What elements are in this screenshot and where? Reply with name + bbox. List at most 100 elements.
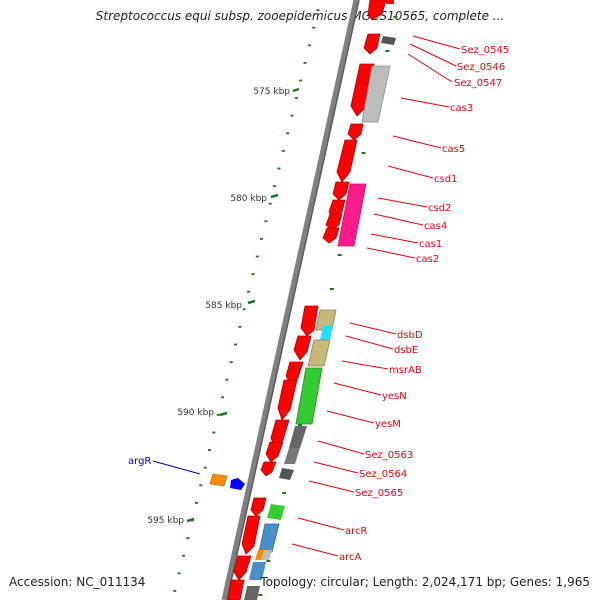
scale-dot bbox=[195, 502, 198, 504]
label-argR[interactable]: argR bbox=[128, 456, 151, 467]
gene-arrow-arcR[interactable] bbox=[250, 497, 267, 517]
gene-block-sez0565[interactable] bbox=[279, 468, 294, 480]
label-sez0564[interactable]: Sez_0564 bbox=[359, 469, 407, 480]
scale-dot bbox=[208, 449, 211, 451]
label-csd2[interactable]: csd2 bbox=[428, 203, 451, 214]
scale-dot bbox=[251, 273, 255, 275]
scale-dot bbox=[242, 308, 246, 311]
argR-leader-line bbox=[152, 460, 201, 475]
label-cas4[interactable]: cas4 bbox=[424, 221, 447, 232]
label-sez0547[interactable]: Sez_0547 bbox=[454, 78, 502, 89]
scale-label-580: 580 kbp bbox=[230, 193, 279, 204]
gene-blocks-outer bbox=[244, 0, 396, 600]
track-tick bbox=[266, 560, 271, 562]
label-sez0565[interactable]: Sez_0565 bbox=[355, 488, 403, 499]
label-dsbD[interactable]: dsbD bbox=[397, 330, 423, 341]
label-arcR[interactable]: arcR bbox=[345, 526, 368, 537]
gene-block-sez0545[interactable] bbox=[386, 0, 394, 4]
scale-text-590: 590 kbp bbox=[177, 408, 214, 418]
track-tick bbox=[298, 424, 303, 426]
scale-text-585: 585 kbp bbox=[205, 301, 242, 311]
gene-block-cas3[interactable] bbox=[361, 65, 391, 123]
track-tick bbox=[337, 254, 342, 256]
gene-arrow-arcA2[interactable] bbox=[233, 555, 252, 581]
gene-block-csd2[interactable] bbox=[337, 183, 367, 247]
genome-backbone bbox=[221, 0, 359, 600]
label-msrAB[interactable]: msrAB bbox=[389, 365, 422, 376]
argR-feature[interactable] bbox=[209, 473, 245, 490]
scale-dot bbox=[303, 62, 307, 64]
scale-dot bbox=[281, 150, 285, 152]
label-yesN[interactable]: yesN bbox=[382, 391, 407, 402]
gene-block-msrAB[interactable] bbox=[307, 339, 331, 367]
gene-block-bottom-blue[interactable] bbox=[249, 562, 266, 580]
label-csd1[interactable]: csd1 bbox=[434, 174, 457, 185]
gene-arrow-sez0563[interactable] bbox=[265, 441, 284, 463]
track-tick bbox=[361, 152, 366, 154]
gene-arrow-cas4[interactable] bbox=[325, 213, 343, 231]
gene-block-arcR[interactable] bbox=[267, 504, 285, 520]
gene-label-group: Sez_0545 Sez_0546 Sez_0547 cas3 cas5 csd… bbox=[339, 45, 509, 563]
gene-arrow-yesN[interactable] bbox=[277, 379, 298, 421]
scale-dot bbox=[221, 396, 224, 399]
scale-text-575: 575 kbp bbox=[253, 87, 290, 97]
gene-block-bottom-grey[interactable] bbox=[244, 586, 260, 600]
gene-arrow-cas1[interactable] bbox=[322, 227, 340, 244]
gene-block-sez0563[interactable] bbox=[289, 426, 307, 448]
track-tick bbox=[282, 492, 287, 494]
gene-block-yes[interactable] bbox=[295, 367, 323, 425]
gene-arrow-bottom[interactable] bbox=[227, 579, 245, 600]
scale-text-580: 580 kbp bbox=[230, 194, 267, 204]
scale-dot bbox=[299, 79, 303, 82]
scale-dot bbox=[290, 114, 294, 117]
scale-label-595: 595 kbp bbox=[147, 516, 195, 526]
scale-dot bbox=[307, 44, 311, 47]
label-yesM[interactable]: yesM bbox=[375, 419, 401, 430]
gene-arrow-sez0565[interactable] bbox=[260, 461, 277, 477]
scale-dot bbox=[225, 378, 229, 381]
label-cas3[interactable]: cas3 bbox=[450, 103, 473, 114]
scale-dot bbox=[268, 202, 272, 205]
gene-arrow-cas5[interactable] bbox=[336, 139, 358, 183]
label-arcA[interactable]: arcA bbox=[339, 552, 362, 563]
scale-label-590: 590 kbp bbox=[177, 408, 228, 418]
scale-text-595: 595 kbp bbox=[147, 516, 184, 526]
accession-text: Accession: NC_011134 bbox=[9, 575, 146, 589]
label-sez0563[interactable]: Sez_0563 bbox=[365, 450, 413, 461]
label-cas1[interactable]: cas1 bbox=[419, 239, 442, 250]
gene-arrow-dsbD[interactable] bbox=[300, 305, 319, 337]
scale-dot bbox=[234, 343, 237, 346]
label-sez0546[interactable]: Sez_0546 bbox=[457, 62, 505, 73]
gene-arrow-csd1[interactable] bbox=[332, 181, 350, 201]
label-cas5[interactable]: cas5 bbox=[442, 144, 465, 155]
label-sez0545[interactable]: Sez_0545 bbox=[461, 45, 509, 56]
gene-arrow-cas3b[interactable] bbox=[347, 123, 364, 141]
scale-dot bbox=[277, 167, 281, 170]
label-cas2[interactable]: cas2 bbox=[416, 254, 439, 265]
scale-dot bbox=[238, 326, 242, 328]
gene-arrow-sez0546[interactable] bbox=[363, 33, 381, 55]
scale-dot bbox=[286, 132, 290, 135]
gene-block-arcA-grey[interactable] bbox=[261, 550, 272, 560]
gene-block-sez0547[interactable] bbox=[381, 36, 396, 45]
scale-dot bbox=[177, 572, 181, 575]
gene-block-arcA[interactable] bbox=[258, 523, 280, 553]
scale-dot bbox=[216, 414, 220, 416]
gene-arrow-cas3[interactable] bbox=[350, 63, 375, 117]
gene-block-sez0564[interactable] bbox=[284, 448, 300, 464]
gene-arrow-dsbE[interactable] bbox=[293, 335, 312, 361]
scale-dot bbox=[212, 431, 216, 434]
scale-label-575: 575 kbp bbox=[253, 87, 300, 97]
argR-blue-arrow bbox=[230, 478, 245, 490]
scale-dot bbox=[182, 554, 185, 557]
track-tick bbox=[329, 288, 334, 290]
scale-dot bbox=[186, 537, 190, 539]
gene-block-dsbE[interactable] bbox=[320, 326, 333, 340]
label-dsbE[interactable]: dsbE bbox=[394, 345, 418, 356]
scale-dot bbox=[264, 220, 268, 223]
gene-arrow-arcA[interactable] bbox=[241, 515, 261, 555]
scale-dot bbox=[316, 9, 320, 11]
gene-arrow-sez0545[interactable] bbox=[367, 0, 387, 21]
